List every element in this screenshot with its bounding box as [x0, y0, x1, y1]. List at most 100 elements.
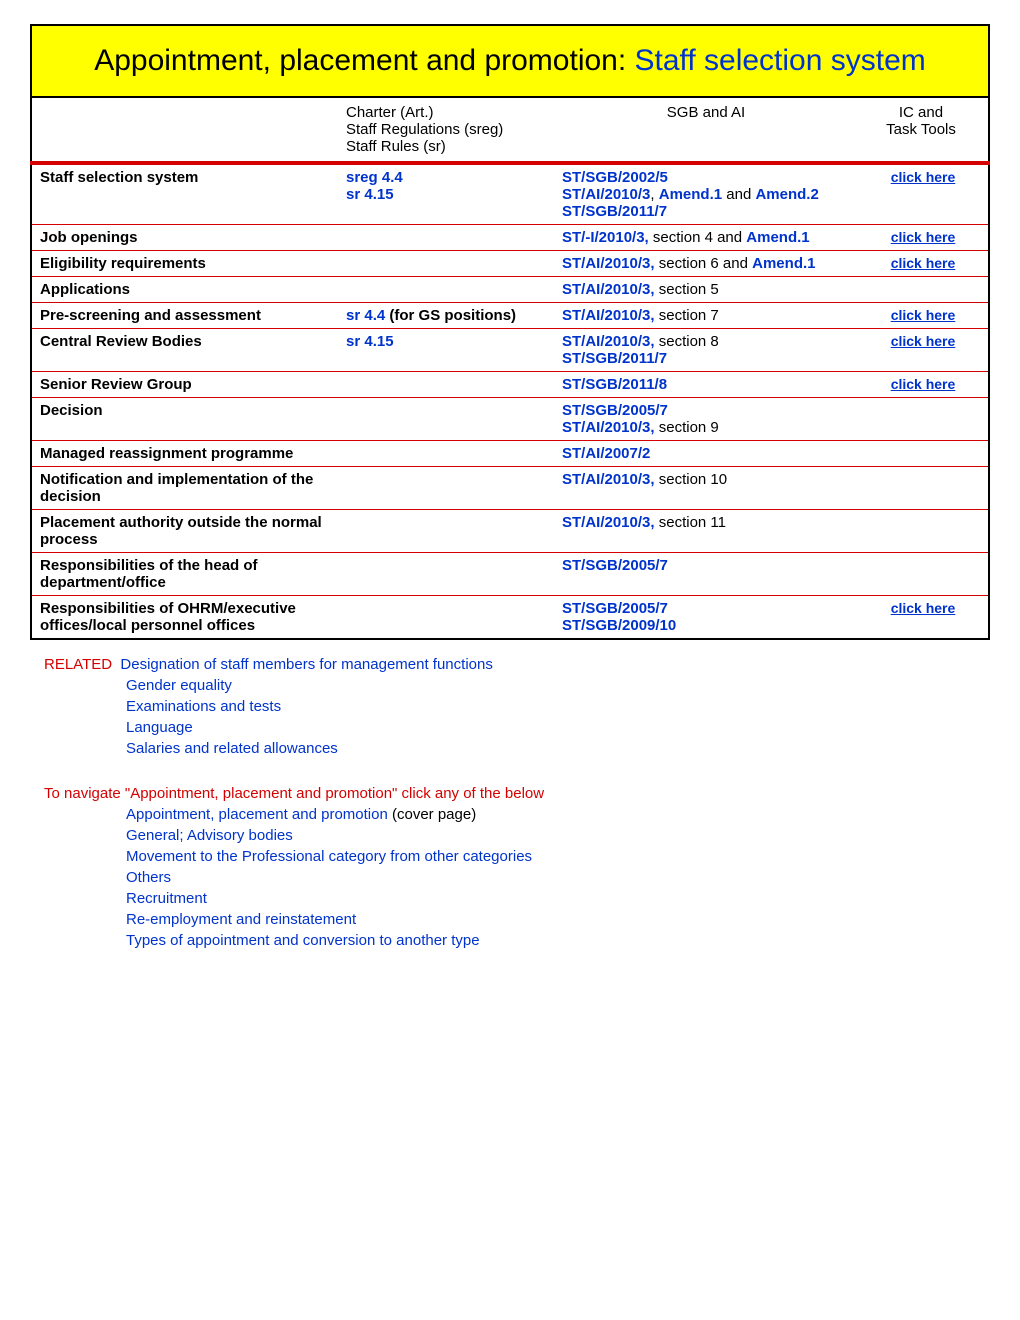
title-blue: Staff selection system	[635, 44, 926, 77]
table-row: Placement authority outside the normal p…	[31, 510, 989, 553]
cell-fragment[interactable]: sr 4.4	[346, 307, 385, 324]
cell-fragment: section 7	[655, 307, 719, 324]
click-here-link[interactable]: click here	[891, 255, 956, 271]
cell-fragment[interactable]: sr 4.15	[346, 186, 394, 203]
nav-item: Re-employment and reinstatement	[44, 909, 984, 930]
nav-item: Recruitment	[44, 888, 984, 909]
ic-cell: click here	[858, 596, 989, 640]
sgb-cell: ST/AI/2010/3, section 7	[554, 303, 858, 329]
click-here-link[interactable]: click here	[891, 169, 956, 185]
ic-cell: click here	[858, 225, 989, 251]
sgb-cell: ST/AI/2010/3, section 8ST/SGB/2011/7	[554, 329, 858, 372]
cell-fragment[interactable]: ST/SGB/2002/5	[562, 169, 668, 186]
table-row: Job openingsST/-I/2010/3, section 4 and …	[31, 225, 989, 251]
topic-cell: Notification and implementation of the d…	[31, 467, 338, 510]
table-row: Responsibilities of the head of departme…	[31, 553, 989, 596]
cell-fragment[interactable]: sreg 4.4	[346, 169, 403, 186]
title-black: Appointment, placement and promotion:	[94, 44, 634, 77]
header-charter: Charter (Art.) Staff Regulations (sreg) …	[338, 97, 554, 163]
topic-cell: Eligibility requirements	[31, 251, 338, 277]
nav-suffix: (cover page)	[388, 806, 476, 823]
cell-fragment[interactable]: ST/AI/2010/3,	[562, 307, 655, 324]
sgb-cell: ST/-I/2010/3, section 4 and Amend.1	[554, 225, 858, 251]
nav-link[interactable]: Re-employment and reinstatement	[126, 911, 356, 928]
header-ic: IC and Task Tools	[858, 97, 989, 163]
ic-cell	[858, 441, 989, 467]
click-here-link[interactable]: click here	[891, 376, 956, 392]
nav-link[interactable]: Others	[126, 869, 171, 886]
cell-fragment: section 6 and	[655, 255, 753, 272]
table-row: Managed reassignment programme ST/AI/2007…	[31, 441, 989, 467]
cell-fragment[interactable]: Amend.1	[752, 255, 815, 272]
topic-cell: Responsibilities of the head of departme…	[31, 553, 338, 596]
cell-fragment[interactable]: ST/SGB/2005/7	[562, 600, 668, 617]
ic-cell: click here	[858, 329, 989, 372]
ic-cell	[858, 398, 989, 441]
related-link[interactable]: Gender equality	[126, 677, 232, 694]
cell-fragment[interactable]: ST/AI/2010/3,	[562, 255, 655, 272]
topic-cell: Placement authority outside the normal p…	[31, 510, 338, 553]
charter-cell	[338, 398, 554, 441]
sgb-cell: ST/AI/2010/3, section 11	[554, 510, 858, 553]
nav-link[interactable]: General; Advisory bodies	[126, 827, 293, 844]
nav-link[interactable]: Types of appointment and conversion to a…	[126, 932, 480, 949]
cell-fragment[interactable]: ST/AI/2010/3	[562, 186, 650, 203]
ic-cell	[858, 277, 989, 303]
cell-fragment[interactable]: ST/AI/2010/3,	[562, 419, 655, 436]
nav-item: Appointment, placement and promotion (co…	[44, 804, 984, 825]
click-here-link[interactable]: click here	[891, 333, 956, 349]
nav-link[interactable]: Movement to the Professional category fr…	[126, 848, 532, 865]
ic-cell	[858, 467, 989, 510]
cell-fragment: section 10	[655, 471, 728, 488]
charter-cell	[338, 510, 554, 553]
cell-fragment[interactable]: ST/AI/2010/3,	[562, 281, 655, 298]
cell-fragment[interactable]: Amend.1	[659, 186, 722, 203]
cell-fragment[interactable]: Amend.2	[755, 186, 818, 203]
nav-link[interactable]: Appointment, placement and promotion	[126, 806, 388, 823]
sgb-cell: ST/AI/2010/3, section 6 and Amend.1	[554, 251, 858, 277]
charter-cell	[338, 596, 554, 640]
charter-cell	[338, 277, 554, 303]
cell-fragment[interactable]: ST/SGB/2005/7	[562, 557, 668, 574]
related-link[interactable]: Salaries and related allowances	[126, 740, 338, 757]
ic-cell	[858, 553, 989, 596]
topic-cell: Managed reassignment programme	[31, 441, 338, 467]
cell-fragment[interactable]: ST/SGB/2009/10	[562, 617, 676, 634]
ic-cell: click here	[858, 163, 989, 225]
related-link[interactable]: Examinations and tests	[126, 698, 281, 715]
cell-fragment: section 4 and	[649, 229, 747, 246]
topic-cell: Staff selection system	[31, 163, 338, 225]
nav-item: General; Advisory bodies	[44, 825, 984, 846]
sgb-cell: ST/SGB/2005/7ST/SGB/2009/10	[554, 596, 858, 640]
click-here-link[interactable]: click here	[891, 600, 956, 616]
nav-item: Others	[44, 867, 984, 888]
cell-fragment[interactable]: sr 4.15	[346, 333, 394, 350]
header-row: Charter (Art.) Staff Regulations (sreg) …	[31, 97, 989, 163]
cell-fragment[interactable]: ST/-I/2010/3,	[562, 229, 649, 246]
cell-fragment[interactable]: ST/AI/2010/3,	[562, 471, 655, 488]
sgb-cell: ST/SGB/2005/7	[554, 553, 858, 596]
charter-cell	[338, 553, 554, 596]
cell-fragment[interactable]: ST/AI/2010/3,	[562, 514, 655, 531]
related-link[interactable]: Designation of staff members for managem…	[120, 656, 492, 673]
charter-cell: sr 4.4 (for GS positions)	[338, 303, 554, 329]
cell-fragment[interactable]: ST/AI/2007/2	[562, 445, 650, 462]
ic-cell: click here	[858, 303, 989, 329]
topic-cell: Responsibilities of OHRM/executive offic…	[31, 596, 338, 640]
cell-fragment[interactable]: Amend.1	[746, 229, 809, 246]
cell-fragment[interactable]: ST/SGB/2011/7	[562, 203, 667, 220]
sgb-cell: ST/AI/2007/2	[554, 441, 858, 467]
click-here-link[interactable]: click here	[891, 307, 956, 323]
cell-fragment[interactable]: ST/SGB/2011/8	[562, 376, 667, 393]
nav-link[interactable]: Recruitment	[126, 890, 207, 907]
related-link[interactable]: Language	[126, 719, 193, 736]
topic-cell: Pre-screening and assessment	[31, 303, 338, 329]
cell-fragment[interactable]: ST/SGB/2011/7	[562, 350, 667, 367]
table-row: DecisionST/SGB/2005/7ST/AI/2010/3, secti…	[31, 398, 989, 441]
cell-fragment[interactable]: ST/SGB/2005/7	[562, 402, 668, 419]
ic-cell	[858, 510, 989, 553]
click-here-link[interactable]: click here	[891, 229, 956, 245]
cell-fragment: (for GS positions)	[385, 307, 516, 324]
cell-fragment[interactable]: ST/AI/2010/3,	[562, 333, 655, 350]
table-row: Eligibility requirements ST/AI/2010/3, se…	[31, 251, 989, 277]
